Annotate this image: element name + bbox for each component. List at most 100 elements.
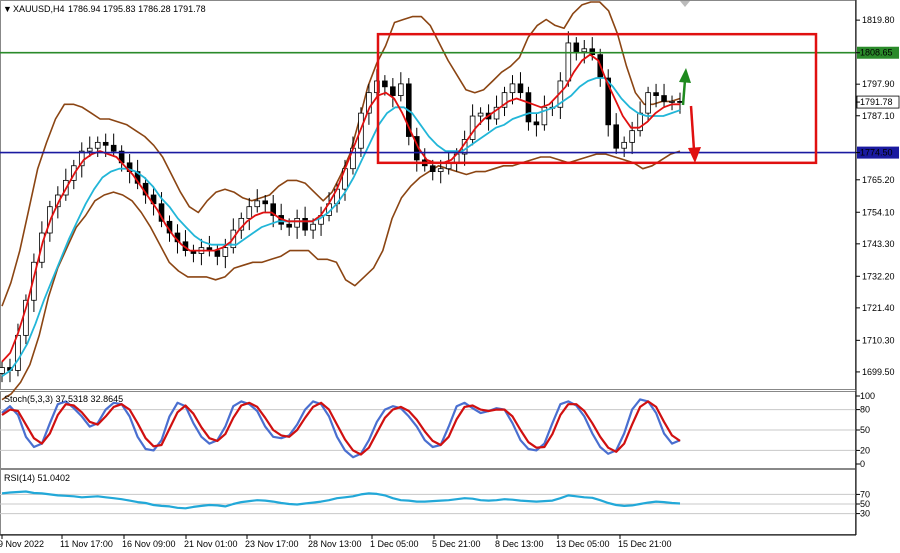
bollinger-upper-line bbox=[1, 1, 681, 307]
rsi-title: RSI(14) 51.0402 bbox=[4, 473, 70, 483]
price-tick-label: 1710.30 bbox=[862, 335, 895, 345]
candle-body bbox=[214, 250, 221, 257]
price-tick-label: 1699.50 bbox=[862, 367, 895, 377]
candle-body bbox=[581, 48, 588, 53]
candle-body bbox=[15, 334, 21, 371]
candle-body bbox=[589, 48, 596, 56]
rsi-tick-label: 50 bbox=[860, 499, 870, 509]
candle-body bbox=[31, 261, 37, 301]
time-tick-label: 1 Dec 05:00 bbox=[370, 539, 419, 549]
candle-body bbox=[390, 86, 396, 96]
arrow-up-shaft bbox=[681, 79, 687, 106]
candle-body bbox=[661, 95, 667, 102]
candle-body bbox=[302, 217, 308, 231]
candle-body bbox=[398, 83, 404, 96]
candle-body bbox=[621, 141, 627, 149]
candle-body bbox=[509, 83, 516, 94]
candle-body bbox=[653, 92, 659, 96]
candle-body bbox=[0, 367, 5, 374]
candle-body bbox=[294, 217, 300, 228]
candle-body bbox=[270, 203, 276, 216]
resistance-price-tag-bg bbox=[857, 46, 899, 59]
stoch-signal-line bbox=[1, 400, 681, 456]
candle-body bbox=[493, 106, 500, 120]
arrow-down-shaft bbox=[689, 105, 696, 151]
candle-body bbox=[86, 147, 93, 152]
stoch-tick-label: 80 bbox=[860, 405, 870, 415]
price-tick-label: 1787.10 bbox=[862, 111, 895, 121]
candle-body bbox=[110, 144, 117, 152]
price-tick-label: 1743.30 bbox=[862, 239, 895, 249]
indicator-layer bbox=[0, 398, 856, 515]
candle-body bbox=[366, 92, 372, 114]
ohlc-readout: 1786.94 1795.83 1786.28 1791.78 bbox=[68, 4, 206, 14]
stoch-tick-label: 0 bbox=[860, 459, 865, 469]
chart-dropdown-icon[interactable]: ▼ bbox=[3, 4, 12, 14]
price-tick-label: 1819.80 bbox=[862, 15, 895, 25]
arrow-down-head bbox=[688, 147, 701, 163]
resistance-price-tag: 1808.65 bbox=[860, 48, 893, 58]
ma-layer bbox=[1, 53, 681, 378]
candle-body bbox=[102, 141, 109, 146]
stoch-tick-label: 20 bbox=[860, 445, 870, 455]
rsi-line bbox=[1, 490, 681, 510]
candle-body bbox=[310, 223, 316, 231]
candle-body bbox=[262, 200, 269, 205]
price-tick-label: 1732.20 bbox=[862, 271, 895, 281]
candle-body bbox=[477, 112, 484, 117]
candle-body bbox=[55, 194, 61, 208]
time-tick-label: 9 Nov 2022 bbox=[0, 539, 44, 549]
time-tick-label: 28 Nov 13:00 bbox=[308, 539, 362, 549]
candle-body bbox=[501, 92, 508, 108]
current-price-tag-bg bbox=[857, 96, 899, 109]
price-tick-label: 1754.10 bbox=[862, 207, 895, 217]
candle-body bbox=[573, 42, 580, 53]
stoch-main-line bbox=[1, 398, 681, 459]
candle-body bbox=[677, 101, 683, 103]
time-tick-label: 15 Dec 21:00 bbox=[618, 539, 672, 549]
candle-body bbox=[613, 124, 619, 149]
candle-body bbox=[286, 223, 292, 228]
time-tick-label: 8 Dec 13:00 bbox=[495, 539, 544, 549]
time-tick-label: 5 Dec 21:00 bbox=[432, 539, 481, 549]
rsi-tick-label: 70 bbox=[860, 489, 870, 499]
candle-body bbox=[222, 247, 229, 257]
candle-body bbox=[629, 130, 635, 143]
price-tick-label: 1765.20 bbox=[862, 175, 895, 185]
support-price-tag: 1774.50 bbox=[860, 148, 893, 158]
support-price-tag-bg bbox=[857, 146, 899, 159]
ma-fast-line bbox=[1, 53, 680, 363]
rsi-tick-label: 30 bbox=[860, 509, 870, 519]
candle-body bbox=[94, 141, 101, 149]
stoch-title: Stoch(5,3,3) 37.5318 32.8645 bbox=[4, 394, 123, 404]
candle-body bbox=[565, 42, 572, 82]
candle-body bbox=[605, 77, 612, 126]
candle-body bbox=[533, 121, 540, 126]
current-price-tag: 1791.78 bbox=[860, 97, 893, 107]
candle-body bbox=[437, 168, 444, 173]
main-panel bbox=[0, 0, 856, 390]
candle-body bbox=[246, 206, 253, 219]
candle-body bbox=[541, 106, 548, 126]
range-box bbox=[376, 32, 818, 165]
ma-slow-line bbox=[1, 77, 681, 378]
time-tick-label: 11 Nov 17:00 bbox=[60, 539, 113, 549]
time-tick-label: 23 Nov 17:00 bbox=[245, 539, 299, 549]
stoch-tick-label: 100 bbox=[860, 391, 875, 401]
candle-body bbox=[254, 200, 261, 208]
candle-body bbox=[645, 92, 651, 114]
time-tick-label: 21 Nov 01:00 bbox=[184, 539, 238, 549]
price-tick-label: 1797.90 bbox=[862, 79, 895, 89]
candle-body bbox=[429, 165, 436, 173]
candle-body bbox=[78, 150, 85, 167]
symbol-title: XAUUSD,H4 bbox=[13, 4, 65, 14]
arrow-up-head bbox=[679, 68, 691, 83]
stoch-tick-label: 50 bbox=[860, 425, 870, 435]
candle-body bbox=[517, 83, 524, 94]
time-tick-label: 16 Nov 09:00 bbox=[122, 539, 176, 549]
scroll-right-icon[interactable] bbox=[680, 1, 690, 7]
price-tick-label: 1721.40 bbox=[862, 303, 895, 313]
candle-body bbox=[382, 80, 388, 88]
